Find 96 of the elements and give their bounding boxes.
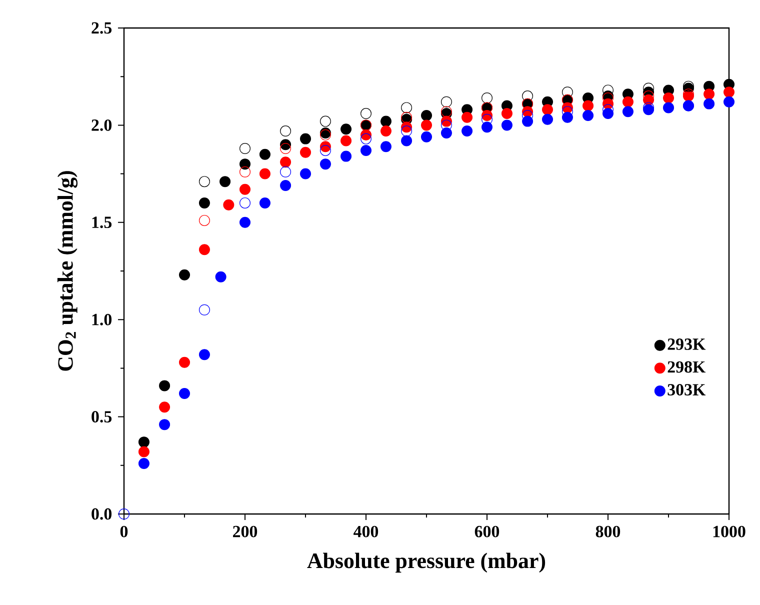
point xyxy=(240,143,251,154)
point xyxy=(542,104,554,116)
point xyxy=(320,116,331,127)
point xyxy=(340,124,352,135)
y-axis-title: CO$_{2}$ uptake (mmol/g) xyxy=(57,171,78,371)
point xyxy=(320,144,331,156)
point xyxy=(501,120,512,131)
point xyxy=(360,133,372,144)
point xyxy=(159,380,170,392)
y-tick-label: 2.0 xyxy=(92,119,112,131)
point xyxy=(240,197,251,208)
x-tick-label: 400 xyxy=(354,526,378,538)
point xyxy=(240,184,251,195)
point xyxy=(259,168,270,180)
point xyxy=(240,166,251,178)
point xyxy=(724,86,735,98)
point xyxy=(179,356,190,368)
point xyxy=(240,216,251,228)
point xyxy=(501,108,512,120)
point xyxy=(462,112,473,123)
point xyxy=(622,96,634,108)
point xyxy=(663,102,674,114)
point xyxy=(482,114,493,125)
point xyxy=(401,126,412,137)
x-tick-label: 200 xyxy=(233,526,258,538)
point xyxy=(179,269,190,280)
point xyxy=(360,144,372,156)
y-tick-label: 1.0 xyxy=(92,314,112,326)
point xyxy=(704,98,715,110)
x-tick-label: 0 xyxy=(120,526,128,538)
point xyxy=(240,158,251,170)
point xyxy=(440,120,452,131)
point xyxy=(215,271,226,282)
point xyxy=(421,131,432,142)
point xyxy=(198,214,210,226)
point xyxy=(542,114,554,125)
point xyxy=(138,446,150,458)
y-tick-label: 0.5 xyxy=(92,411,112,423)
point xyxy=(462,126,473,137)
y-tick-label: 2.5 xyxy=(92,22,112,34)
point xyxy=(340,150,352,162)
legend-label: 303K xyxy=(668,384,706,396)
point xyxy=(380,141,392,152)
point xyxy=(320,158,331,170)
point xyxy=(198,304,210,316)
point xyxy=(704,88,715,100)
point xyxy=(198,176,210,188)
point xyxy=(421,120,432,131)
point xyxy=(602,108,614,120)
point xyxy=(118,508,130,520)
point xyxy=(440,127,452,138)
point xyxy=(401,102,412,114)
point xyxy=(582,100,594,112)
point xyxy=(663,92,674,104)
point xyxy=(280,180,292,191)
point xyxy=(300,146,312,158)
x-tick-label: 1000 xyxy=(713,526,746,538)
point xyxy=(179,388,190,399)
point xyxy=(280,166,292,178)
point xyxy=(440,96,452,108)
legend-label: 298K xyxy=(668,361,706,373)
legend-label: 293K xyxy=(668,338,706,350)
point xyxy=(280,143,292,154)
y-tick-label: 1.5 xyxy=(92,216,112,228)
point xyxy=(421,110,432,121)
x-tick-label: 800 xyxy=(596,526,620,538)
point xyxy=(562,112,573,123)
point xyxy=(582,110,594,121)
point xyxy=(223,199,234,210)
point xyxy=(280,126,292,137)
point xyxy=(138,458,150,469)
point xyxy=(482,122,493,133)
point xyxy=(159,402,170,413)
point xyxy=(198,197,210,208)
y-tick-label: 0.0 xyxy=(92,508,112,520)
point xyxy=(138,436,150,448)
point xyxy=(300,168,312,180)
point xyxy=(259,148,270,160)
point xyxy=(522,116,534,127)
point xyxy=(300,133,312,144)
point xyxy=(380,116,392,127)
point xyxy=(724,96,735,108)
point xyxy=(380,126,392,137)
point xyxy=(340,135,352,146)
x-tick-label: 600 xyxy=(474,526,500,538)
point xyxy=(159,419,170,430)
point xyxy=(198,349,210,360)
point xyxy=(360,108,372,120)
point xyxy=(482,92,493,104)
point xyxy=(280,156,292,168)
point xyxy=(401,135,412,146)
point xyxy=(198,244,210,256)
x-axis-title: Absolute pressure (mbar) xyxy=(307,552,546,573)
point xyxy=(220,176,231,188)
point xyxy=(622,106,634,118)
point xyxy=(259,197,270,208)
